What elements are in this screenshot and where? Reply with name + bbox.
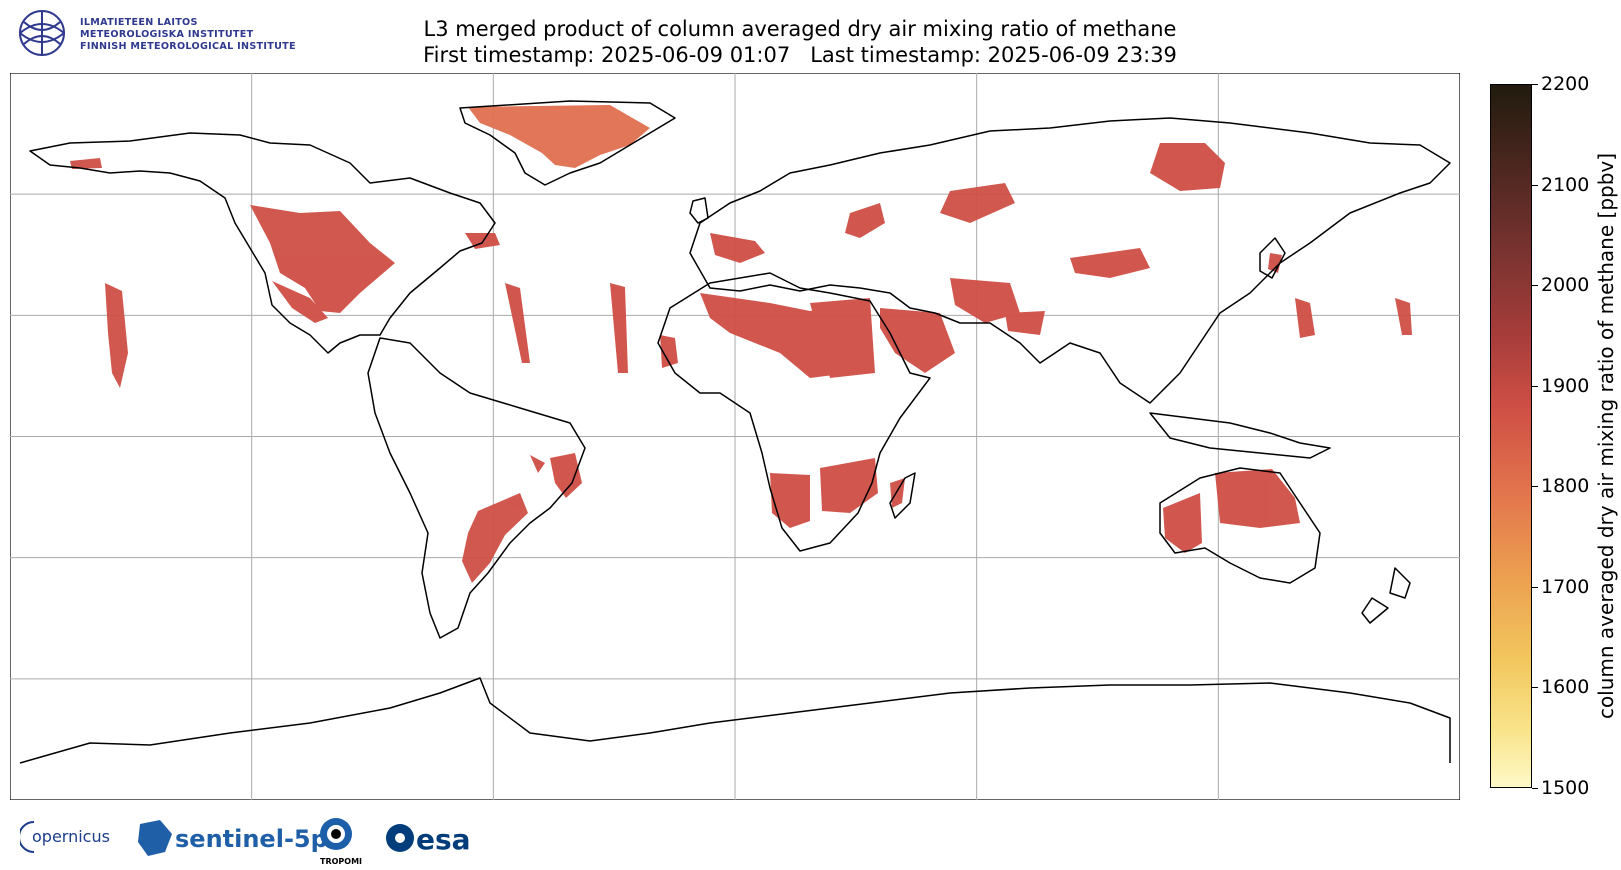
data-atlantic-strip-2 — [610, 283, 628, 373]
fmi-logo — [19, 10, 65, 56]
data-brazil — [550, 453, 582, 498]
colorbar-tick — [1532, 586, 1538, 588]
coast-indonesia — [1149, 412, 1331, 459]
data-india — [1005, 311, 1045, 335]
colorbar-tick-label: 2000 — [1541, 274, 1590, 297]
colorbar-tick-label: 2200 — [1541, 73, 1590, 95]
data-sahara — [810, 298, 875, 378]
tropomi-text: TROPOMI — [320, 857, 362, 866]
data-greenland — [468, 105, 650, 168]
coast-new-zealand-s — [1361, 597, 1389, 624]
data-eastern-europe — [845, 203, 885, 238]
data-alaska — [70, 158, 102, 169]
data-atlantic-strip — [505, 283, 530, 363]
colorbar-tick-label: 1800 — [1541, 475, 1590, 498]
data-iran — [950, 278, 1020, 323]
coast-north-america — [29, 132, 496, 354]
data-siberia — [1150, 143, 1225, 191]
colorbar-tick — [1532, 788, 1538, 789]
title-line-1: L3 merged product of column averaged dry… — [423, 17, 1177, 41]
coastlines — [19, 100, 1451, 764]
institute-line-en: FINNISH METEOROLOGICAL INSTITUTE — [80, 41, 296, 52]
map-title: L3 merged product of column averaged dry… — [300, 16, 1300, 68]
colorbar-tick-label: 1700 — [1541, 575, 1590, 598]
colorbar — [1490, 84, 1532, 788]
title-line-2: First timestamp: 2025-06-09 01:07 Last t… — [423, 43, 1177, 67]
copernicus-logo: opernicus — [20, 821, 110, 853]
coast-australia — [1159, 467, 1321, 584]
world-map — [10, 73, 1460, 800]
data-japan — [1268, 253, 1282, 273]
tropomi-logo: TROPOMI — [320, 818, 362, 866]
colorbar-tick — [1532, 486, 1538, 488]
data-east-southern-africa — [820, 458, 878, 513]
data-mexico — [272, 281, 328, 323]
institute-line-fi: ILMATIETEEN LAITOS — [80, 17, 198, 28]
data-north-america — [250, 205, 395, 313]
colorbar-tick-label: 1500 — [1541, 777, 1590, 799]
colorbar-label: column averaged dry air mixing ratio of … — [1594, 152, 1618, 720]
data-amazon-north — [530, 455, 545, 473]
coast-japan — [1259, 237, 1286, 279]
esa-logo: esa — [386, 823, 471, 856]
data-pacific-strip — [1295, 298, 1315, 338]
colorbar-tick — [1532, 285, 1538, 287]
colorbar-tick — [1532, 385, 1538, 387]
coast-africa — [657, 272, 931, 552]
data-russia-west — [940, 183, 1015, 223]
institute-line-sv: METEOROLOGISKA INSTITUTET — [80, 29, 254, 40]
colorbar-tick — [1532, 84, 1538, 85]
partner-logos: opernicus sentinel-5p TROPOMI esa — [20, 818, 471, 866]
data-arabia — [880, 308, 955, 373]
esa-text: esa — [416, 823, 471, 856]
data-pacific-strip-2 — [1395, 298, 1412, 335]
coast-eurasia — [689, 117, 1451, 404]
data-europe — [710, 233, 765, 263]
data-australia-central — [1215, 469, 1300, 528]
institute-name: ILMATIETEEN LAITOS METEOROLOGISKA INSTIT… — [80, 17, 296, 53]
copernicus-text: opernicus — [32, 827, 110, 846]
coast-new-zealand — [1389, 567, 1411, 599]
data-west-africa — [660, 335, 678, 368]
sentinel-logo: sentinel-5p — [138, 820, 328, 856]
data-australia-west — [1163, 493, 1202, 553]
data-south-america — [462, 493, 528, 583]
colorbar-tick — [1532, 184, 1538, 186]
data-central-asia — [1070, 248, 1150, 278]
methane-data-layer — [70, 105, 1412, 583]
coast-greenland — [459, 100, 676, 186]
coast-uk — [689, 197, 709, 224]
coast-madagascar — [889, 472, 916, 519]
data-hawaii-strip — [105, 283, 128, 388]
sentinel-text: sentinel-5p — [175, 825, 328, 853]
colorbar-tick — [1532, 687, 1538, 689]
colorbar-tick-label: 1900 — [1541, 374, 1590, 397]
coast-south-america — [367, 337, 586, 639]
data-southern-africa — [770, 473, 810, 528]
colorbar-tick-label: 1600 — [1541, 676, 1590, 699]
coast-antarctica — [19, 677, 1451, 764]
colorbar-tick-label: 2100 — [1541, 173, 1590, 196]
